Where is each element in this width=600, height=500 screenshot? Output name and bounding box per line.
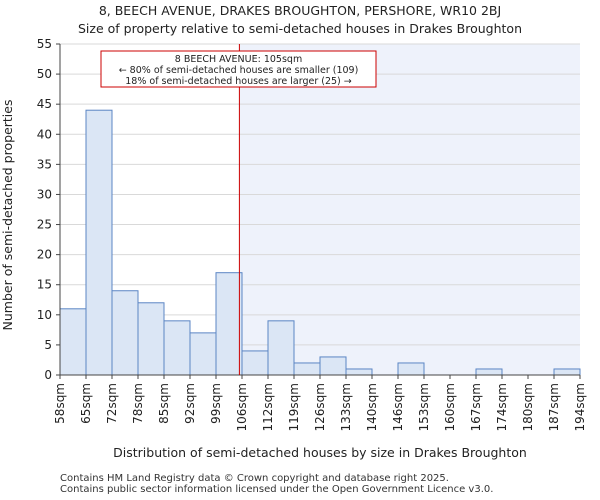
y-tick-label: 15 — [37, 278, 52, 292]
annotation-line: ← 80% of semi-detached houses are smalle… — [119, 65, 359, 76]
y-tick-label: 45 — [37, 97, 52, 111]
bar — [293, 362, 321, 376]
bar — [215, 272, 243, 376]
x-tick-label: 153sqm — [417, 383, 431, 431]
bar — [59, 308, 87, 376]
chart-title: 8, BEECH AVENUE, DRAKES BROUGHTON, PERSH… — [99, 3, 501, 18]
y-tick-label: 5 — [44, 338, 52, 352]
x-tick-label: 99sqm — [209, 383, 223, 424]
y-tick-label: 50 — [37, 67, 52, 81]
x-tick-label: 180sqm — [521, 383, 535, 431]
bar — [319, 356, 347, 376]
y-tick-label: 55 — [37, 37, 52, 51]
y-axis-label: Number of semi-detached properties — [0, 100, 15, 331]
y-tick-label: 20 — [37, 248, 52, 262]
y-tick-label: 40 — [37, 127, 52, 141]
y-tick-label: 30 — [37, 187, 52, 201]
x-tick-label: 140sqm — [365, 383, 379, 431]
x-tick-label: 78sqm — [131, 383, 145, 424]
x-tick-label: 167sqm — [469, 383, 483, 431]
x-tick-label: 126sqm — [313, 383, 327, 431]
x-tick-label: 187sqm — [547, 383, 561, 431]
footer-line-2: Contains public sector information licen… — [60, 484, 494, 495]
x-tick-label: 160sqm — [443, 383, 457, 431]
chart-subtitle: Size of property relative to semi-detach… — [78, 21, 522, 36]
bar — [189, 332, 217, 376]
x-tick-label: 174sqm — [495, 383, 509, 431]
x-tick-label: 58sqm — [53, 383, 67, 424]
bar — [553, 368, 581, 376]
annotation-line: 18% of semi-detached houses are larger (… — [125, 76, 352, 87]
x-tick-label: 146sqm — [391, 383, 405, 431]
annotation-box — [100, 50, 377, 88]
bar — [137, 302, 165, 376]
bar — [397, 362, 425, 376]
x-tick-label: 112sqm — [261, 383, 275, 431]
bar — [111, 290, 139, 376]
bar — [475, 368, 503, 376]
x-tick-label: 119sqm — [287, 383, 301, 431]
x-tick-label: 106sqm — [235, 383, 249, 431]
annotation-line: 8 BEECH AVENUE: 105sqm — [175, 54, 302, 65]
plot-area: 0 5 10 15 20 25 30 35 40 45 50 55 58sqm 65sqm 72sqm 78s… — [37, 37, 587, 431]
bar — [345, 368, 373, 376]
x-tick-label: 194sqm — [573, 383, 587, 431]
x-tick-label: 92sqm — [183, 383, 197, 424]
y-tick-label: 25 — [37, 218, 52, 232]
x-tick-label: 133sqm — [339, 383, 353, 431]
larger-region-shade — [239, 44, 580, 375]
bar — [163, 320, 191, 376]
footer-line-1: Contains HM Land Registry data © Crown c… — [60, 473, 449, 484]
y-tick-label: 0 — [44, 368, 52, 382]
x-axis-label: Distribution of semi-detached houses by … — [113, 445, 527, 460]
bar — [241, 350, 269, 376]
bar — [267, 320, 295, 376]
x-tick-label: 65sqm — [79, 383, 93, 424]
y-tick-label: 35 — [37, 157, 52, 171]
x-tick-label: 72sqm — [105, 383, 119, 424]
y-tick-label: 10 — [37, 308, 52, 322]
bar — [85, 109, 113, 376]
x-tick-label: 85sqm — [157, 383, 171, 424]
